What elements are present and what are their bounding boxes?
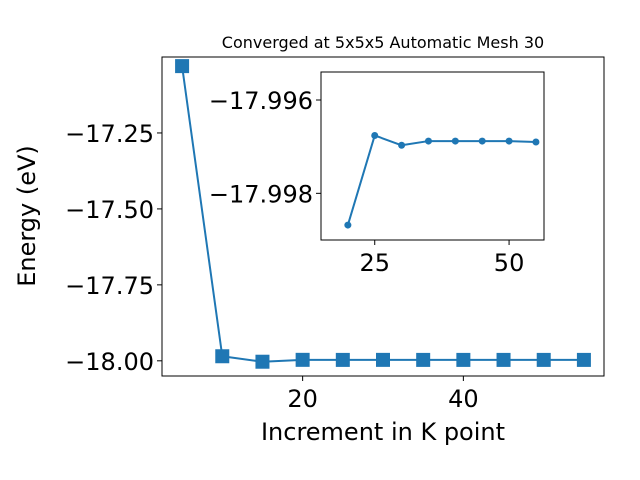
main-x-tick-label: 20 <box>287 385 318 413</box>
inset-data-point <box>424 137 432 145</box>
main-data-point <box>536 352 551 367</box>
main-y-tick-label: −18.00 <box>65 348 154 376</box>
main-data-point <box>456 352 471 367</box>
inset-series-line <box>346 134 536 226</box>
main-data-point <box>215 349 230 364</box>
main-x-tick-label: 40 <box>448 385 479 413</box>
inset-y-tick-label: −17.998 <box>209 180 313 208</box>
main-y-tick-label: −17.75 <box>65 272 154 300</box>
inset-x-tick-label: 25 <box>359 249 390 277</box>
inset-y-tick-label: −17.996 <box>209 87 313 115</box>
main-y-tick-label: −17.50 <box>65 196 154 224</box>
inset-axes: 25 50 −17.998 −17.996 <box>209 71 545 277</box>
inset-data-point <box>371 131 379 139</box>
inset-data-point <box>451 137 459 145</box>
inset-data-point <box>478 137 486 145</box>
y-axis-label: Energy (eV) <box>13 145 41 287</box>
main-data-point <box>376 352 390 367</box>
x-axis-label: Increment in K point <box>261 418 505 446</box>
inset-data-point <box>344 221 352 229</box>
main-data-point <box>255 354 270 369</box>
inset-data-point <box>532 138 540 146</box>
main-data-point <box>496 352 511 367</box>
inset-x-tick-label: 50 <box>494 249 525 277</box>
main-data-point <box>175 59 190 74</box>
inset-data-point <box>505 137 513 145</box>
main-data-point <box>576 352 591 367</box>
main-data-point <box>295 352 310 367</box>
main-data-point <box>335 352 350 367</box>
inset-plot-frame <box>320 71 545 241</box>
chart-title: Converged at 5x5x5 Automatic Mesh 30 <box>222 33 544 52</box>
main-y-tick-label: −17.25 <box>65 120 154 148</box>
inset-data-point <box>398 141 406 149</box>
main-data-point <box>416 352 431 367</box>
